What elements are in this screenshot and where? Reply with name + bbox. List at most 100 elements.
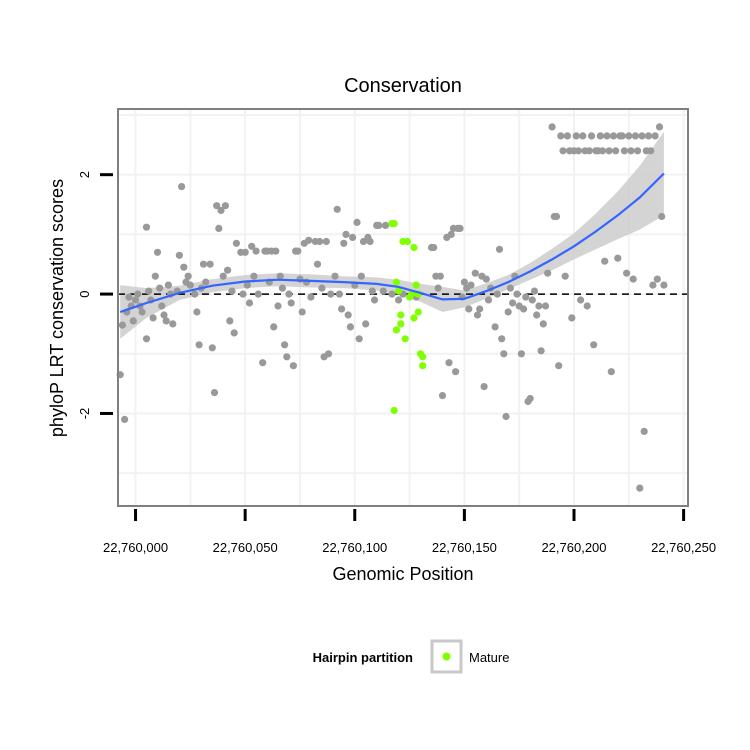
data-point-other: [322, 237, 330, 246]
data-point-other: [228, 287, 236, 295]
data-point-other: [142, 223, 151, 231]
x-tick-label: 22,760,200: [541, 540, 606, 555]
legend: Hairpin partition Mature: [313, 639, 509, 674]
y-axis-title: phyloP LRT conservation scores: [47, 179, 67, 437]
data-point-other: [537, 347, 545, 355]
data-point-other: [544, 269, 552, 277]
data-point-other: [452, 368, 460, 376]
data-point-mature: [392, 278, 400, 286]
x-tick-label: 22,760,050: [213, 540, 278, 555]
data-point-other: [513, 290, 521, 298]
mature-points: [388, 220, 427, 415]
data-point-other: [259, 359, 267, 367]
data-point-other: [605, 147, 613, 155]
data-point-other: [568, 314, 576, 322]
data-point-other: [243, 281, 251, 289]
data-point-other: [620, 147, 629, 155]
data-point-other: [658, 212, 666, 221]
data-point-other: [272, 247, 280, 255]
data-point-other: [349, 233, 357, 241]
data-point-other: [270, 323, 278, 331]
y-tick-label: 0: [77, 290, 92, 297]
data-point-other: [178, 183, 186, 191]
data-point-other: [160, 311, 168, 319]
data-point-other: [213, 202, 221, 210]
data-point-other: [202, 278, 210, 286]
data-point-other: [191, 290, 199, 298]
data-point-other: [232, 239, 240, 247]
data-point-other: [331, 272, 339, 280]
data-point-other: [245, 299, 254, 307]
data-point-other: [572, 132, 580, 140]
data-point-other: [357, 272, 365, 280]
data-point-mature: [419, 353, 427, 361]
data-point-other: [342, 230, 350, 238]
x-tick-label: 22,760,000: [103, 540, 168, 555]
data-point-other: [548, 123, 556, 131]
legend-label-mature: Mature: [469, 650, 509, 665]
data-point-other: [638, 132, 646, 140]
data-point-other: [379, 287, 387, 295]
data-point-other: [313, 260, 322, 268]
chart-title: Conservation: [344, 75, 462, 97]
data-point-mature: [403, 237, 411, 246]
data-point-other: [653, 275, 661, 283]
data-point-other: [217, 206, 225, 215]
data-point-other: [281, 341, 289, 349]
x-tick-label: 22,760,150: [432, 540, 497, 555]
data-point-other: [655, 123, 664, 131]
data-point-other: [533, 311, 541, 319]
data-point-other: [142, 335, 151, 343]
data-point-other: [149, 314, 157, 322]
data-point-other: [388, 290, 396, 298]
data-point-other: [368, 287, 376, 295]
data-point-other: [333, 205, 341, 213]
data-point-other: [522, 293, 530, 301]
data-point-other: [587, 132, 596, 140]
data-point-other: [252, 247, 260, 255]
data-point-other: [471, 269, 479, 277]
data-point-other: [294, 247, 302, 255]
y-tick-label: -2: [77, 408, 92, 420]
data-point-other: [476, 305, 484, 313]
data-point-other: [601, 257, 609, 265]
data-point-other: [287, 299, 295, 307]
data-point-other: [289, 362, 297, 370]
data-point-other: [467, 281, 475, 289]
x-axis-title: Genomic Position: [332, 564, 473, 584]
data-point-other: [175, 251, 183, 259]
data-point-other: [614, 254, 622, 262]
data-point-other: [574, 147, 583, 155]
data-point-other: [131, 296, 140, 304]
data-point-other: [603, 132, 611, 140]
data-point-other: [138, 308, 146, 316]
data-point-other: [539, 320, 547, 328]
data-point-other: [495, 245, 504, 253]
data-point-other: [535, 302, 543, 310]
data-point-other: [631, 132, 640, 140]
data-point-other: [156, 284, 164, 292]
data-point-mature: [410, 243, 418, 252]
data-point-other: [250, 272, 258, 280]
data-point-other: [596, 132, 604, 140]
data-point-other: [118, 321, 126, 329]
confidence-band: [120, 131, 664, 339]
data-point-other: [500, 350, 508, 358]
confidence-band-area: [120, 131, 664, 339]
data-point-other: [208, 344, 216, 352]
data-point-other: [598, 147, 607, 155]
data-point-other: [438, 392, 447, 400]
data-point-other: [504, 308, 512, 316]
data-point-other: [305, 236, 313, 244]
data-point-other: [199, 260, 208, 268]
data-point-mature: [392, 326, 400, 334]
data-point-other: [434, 284, 442, 292]
data-point-other: [158, 302, 166, 310]
data-point-other: [506, 284, 514, 292]
data-point-other: [644, 132, 653, 140]
plot-border: [117, 108, 689, 507]
data-point-other: [248, 242, 256, 250]
data-point-other: [162, 317, 170, 325]
data-point-other: [649, 281, 657, 289]
data-point-other: [583, 302, 591, 310]
